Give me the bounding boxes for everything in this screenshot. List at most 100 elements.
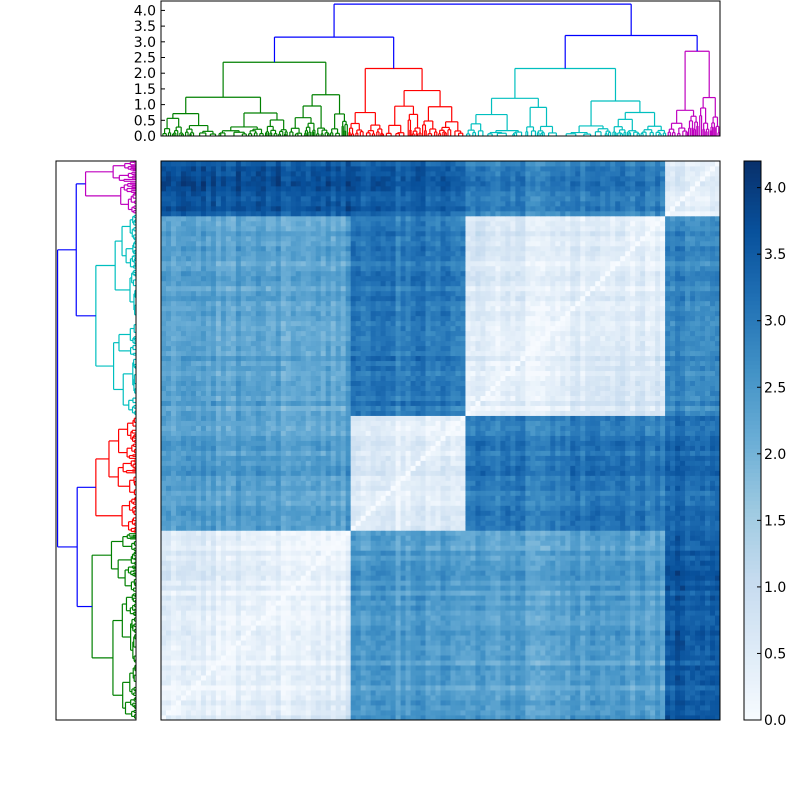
heatmap-cell bbox=[225, 670, 232, 676]
heatmap-cell bbox=[230, 580, 237, 586]
heatmap-cell bbox=[220, 705, 227, 711]
heatmap-cell bbox=[275, 590, 282, 596]
heatmap-cell bbox=[370, 575, 377, 581]
heatmap-cell bbox=[325, 560, 332, 566]
heatmap-cell bbox=[325, 695, 332, 701]
heatmap-cell bbox=[540, 615, 546, 621]
heatmap-cell bbox=[545, 705, 551, 711]
heatmap-cell bbox=[340, 605, 347, 611]
heatmap-cell bbox=[615, 570, 621, 576]
heatmap-cell bbox=[300, 565, 307, 571]
heatmap-cell bbox=[695, 675, 701, 681]
heatmap-cell bbox=[385, 645, 391, 651]
heatmap-cell bbox=[275, 595, 282, 601]
heatmap-cell bbox=[405, 575, 411, 581]
heatmap-cell bbox=[315, 650, 322, 656]
heatmap-cell bbox=[185, 680, 192, 686]
heatmap-cell bbox=[195, 660, 202, 666]
heatmap-cell bbox=[710, 680, 716, 686]
heatmap-cell bbox=[505, 565, 511, 571]
heatmap-cell bbox=[700, 560, 706, 566]
heatmap-cell bbox=[345, 615, 352, 621]
heatmap-cell bbox=[205, 560, 212, 566]
heatmap-cell bbox=[255, 585, 262, 591]
heatmap-cell bbox=[495, 690, 501, 696]
heatmap-cell bbox=[515, 710, 521, 716]
heatmap-cell bbox=[585, 555, 591, 561]
heatmap-cell bbox=[240, 590, 247, 596]
heatmap-cell bbox=[640, 630, 646, 636]
heatmap-cell bbox=[200, 700, 207, 706]
heatmap-cell bbox=[515, 715, 521, 721]
heatmap-cell bbox=[680, 605, 686, 611]
heatmap-cell bbox=[205, 600, 212, 606]
heatmap-cell bbox=[295, 585, 302, 591]
heatmap-cell bbox=[280, 615, 287, 621]
heatmap-cell bbox=[710, 715, 716, 721]
heatmap-cell bbox=[545, 560, 551, 566]
heatmap-cell bbox=[415, 700, 421, 706]
heatmap-cell bbox=[560, 665, 566, 671]
heatmap-cell bbox=[715, 675, 721, 681]
heatmap-cell bbox=[490, 590, 496, 596]
heatmap-cell bbox=[410, 605, 416, 611]
heatmap-cell bbox=[550, 630, 556, 636]
heatmap-cell bbox=[410, 590, 416, 596]
heatmap-cell bbox=[175, 715, 182, 721]
heatmap-cell bbox=[260, 665, 267, 671]
heatmap-cell bbox=[715, 685, 721, 691]
heatmap-cell bbox=[195, 600, 202, 606]
heatmap-cell bbox=[245, 585, 252, 591]
heatmap-cell bbox=[640, 570, 646, 576]
heatmap-cell bbox=[205, 685, 212, 691]
heatmap-cell bbox=[650, 685, 656, 691]
heatmap-cell bbox=[495, 645, 501, 651]
heatmap-cell bbox=[255, 615, 262, 621]
heatmap-cell bbox=[535, 575, 541, 581]
heatmap-cell bbox=[285, 600, 292, 606]
heatmap-cell bbox=[430, 575, 436, 581]
heatmap-cell bbox=[175, 670, 182, 676]
heatmap-cell bbox=[245, 620, 252, 626]
heatmap-cell bbox=[210, 655, 217, 661]
heatmap-cell bbox=[215, 615, 222, 621]
heatmap-cell bbox=[575, 660, 581, 666]
heatmap-cell bbox=[365, 710, 372, 716]
heatmap-cell bbox=[700, 710, 706, 716]
heatmap-cell bbox=[495, 600, 501, 606]
heatmap-cell bbox=[550, 620, 556, 626]
heatmap-cell bbox=[485, 645, 491, 651]
heatmap-cell bbox=[570, 715, 576, 721]
heatmap-cell bbox=[575, 625, 581, 631]
heatmap-cell bbox=[700, 670, 706, 676]
heatmap-cell bbox=[595, 665, 601, 671]
heatmap-cell bbox=[305, 595, 312, 601]
heatmap-cell bbox=[715, 620, 721, 626]
heatmap-cell bbox=[340, 680, 347, 686]
heatmap-cell bbox=[485, 580, 491, 586]
heatmap-cell bbox=[680, 585, 686, 591]
heatmap-cell bbox=[265, 625, 272, 631]
heatmap-cell bbox=[665, 570, 671, 576]
heatmap-cell bbox=[565, 600, 571, 606]
heatmap-cell bbox=[280, 695, 287, 701]
heatmap-cell bbox=[195, 640, 202, 646]
heatmap-cell bbox=[230, 660, 237, 666]
heatmap-cell bbox=[555, 650, 561, 656]
heatmap-cell bbox=[245, 580, 252, 586]
heatmap-cell bbox=[290, 665, 297, 671]
heatmap-cell bbox=[225, 605, 232, 611]
heatmap-cell bbox=[580, 565, 586, 571]
heatmap-cell bbox=[525, 635, 531, 641]
heatmap-cell bbox=[270, 690, 277, 696]
heatmap-cell bbox=[650, 675, 656, 681]
heatmap-cell bbox=[530, 565, 536, 571]
heatmap-cell bbox=[680, 650, 686, 656]
heatmap-cell bbox=[575, 700, 581, 706]
heatmap-cell bbox=[220, 715, 227, 721]
heatmap-cell bbox=[430, 630, 436, 636]
heatmap-cell bbox=[605, 600, 611, 606]
heatmap-cell bbox=[630, 675, 636, 681]
heatmap-cell bbox=[510, 555, 516, 561]
